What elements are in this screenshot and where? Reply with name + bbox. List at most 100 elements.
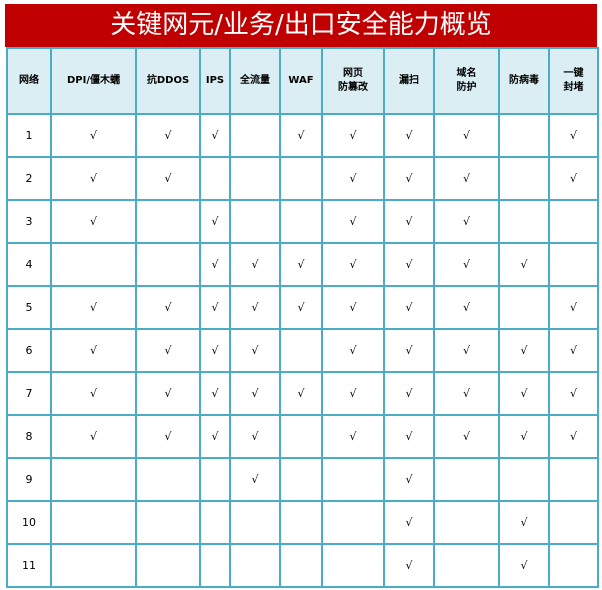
check-cell: √ xyxy=(433,156,500,201)
check-cell xyxy=(199,543,231,588)
check-cell: √ xyxy=(383,156,435,201)
check-cell xyxy=(433,500,500,545)
check-cell: √ xyxy=(548,328,599,373)
check-cell xyxy=(548,543,599,588)
check-cell: √ xyxy=(229,328,281,373)
table-row: 1 √ √ √ √ √ √ √ √ xyxy=(6,113,599,158)
check-cell xyxy=(135,457,201,502)
column-header: DPI/僵木蠕 xyxy=(50,47,137,115)
check-cell: √ xyxy=(279,285,323,330)
check-cell: √ xyxy=(498,242,550,287)
table-row: 4 √ √ √ √ √ √ √ xyxy=(6,242,599,287)
check-cell: √ xyxy=(135,156,201,201)
check-cell: √ xyxy=(199,285,231,330)
table-row: 7 √ √ √ √ √ √ √ √ √ √ xyxy=(6,371,599,416)
check-cell xyxy=(279,457,323,502)
check-cell: √ xyxy=(383,500,435,545)
check-cell: √ xyxy=(135,414,201,459)
check-cell: √ xyxy=(433,199,500,244)
check-cell xyxy=(50,543,137,588)
check-cell: √ xyxy=(50,199,137,244)
check-cell: √ xyxy=(498,371,550,416)
check-cell: √ xyxy=(548,414,599,459)
check-cell: √ xyxy=(229,285,281,330)
network-id-cell: 2 xyxy=(6,156,52,201)
check-cell xyxy=(548,242,599,287)
check-cell: √ xyxy=(383,242,435,287)
check-cell: √ xyxy=(383,113,435,158)
check-cell: √ xyxy=(383,328,435,373)
check-cell: √ xyxy=(199,113,231,158)
check-cell: √ xyxy=(279,242,323,287)
check-cell xyxy=(229,543,281,588)
check-cell: √ xyxy=(383,457,435,502)
check-cell: √ xyxy=(433,285,500,330)
column-header: 防病毒 xyxy=(498,47,550,115)
table-row: 9 √ √ xyxy=(6,457,599,502)
check-cell: √ xyxy=(321,414,385,459)
check-cell: √ xyxy=(279,113,323,158)
check-cell xyxy=(548,199,599,244)
check-cell: √ xyxy=(433,414,500,459)
network-id-cell: 5 xyxy=(6,285,52,330)
column-header: 一键 封堵 xyxy=(548,47,599,115)
capability-table: 网络 DPI/僵木蠕 抗DDOS IPS 全流量 WAF 网页 防篡改 漏扫 域名 防护 防病毒一… xyxy=(6,47,599,588)
check-cell: √ xyxy=(229,457,281,502)
column-header: 网页 防篡改 xyxy=(321,47,385,115)
check-cell: √ xyxy=(50,371,137,416)
page-title: 关键网元/业务/出口安全能力概览 xyxy=(5,4,597,47)
check-cell xyxy=(199,156,231,201)
network-id-cell: 11 xyxy=(6,543,52,588)
check-cell xyxy=(279,500,323,545)
check-cell xyxy=(321,543,385,588)
check-cell xyxy=(548,457,599,502)
network-id-cell: 9 xyxy=(6,457,52,502)
check-cell: √ xyxy=(50,156,137,201)
check-cell: √ xyxy=(383,199,435,244)
check-cell: √ xyxy=(321,113,385,158)
check-cell: √ xyxy=(498,328,550,373)
check-cell xyxy=(433,543,500,588)
check-cell: √ xyxy=(433,113,500,158)
column-header: WAF xyxy=(279,47,323,115)
check-cell: √ xyxy=(50,414,137,459)
header-row: 网络 DPI/僵木蠕 抗DDOS IPS 全流量 WAF 网页 防篡改 漏扫 域名 防护 防病毒一… xyxy=(6,47,599,115)
check-cell xyxy=(279,199,323,244)
table-row: 5 √ √ √ √ √ √ √ √ √ xyxy=(6,285,599,330)
check-cell xyxy=(279,543,323,588)
check-cell: √ xyxy=(383,371,435,416)
table-row: 11 √ √ xyxy=(6,543,599,588)
check-cell: √ xyxy=(50,285,137,330)
table-row: 6 √ √ √ √ √ √ √ √ √ xyxy=(6,328,599,373)
check-cell: √ xyxy=(383,543,435,588)
check-cell: √ xyxy=(548,285,599,330)
check-cell xyxy=(135,543,201,588)
check-cell xyxy=(498,113,550,158)
check-cell: √ xyxy=(279,371,323,416)
check-cell xyxy=(135,199,201,244)
table-row: 2 √ √ √ √ √ √ xyxy=(6,156,599,201)
check-cell: √ xyxy=(229,414,281,459)
check-cell xyxy=(498,199,550,244)
check-cell: √ xyxy=(433,328,500,373)
check-cell: √ xyxy=(50,113,137,158)
check-cell: √ xyxy=(321,328,385,373)
check-cell: √ xyxy=(321,371,385,416)
check-cell: √ xyxy=(548,113,599,158)
check-cell: √ xyxy=(321,242,385,287)
check-cell: √ xyxy=(383,414,435,459)
network-id-cell: 1 xyxy=(6,113,52,158)
check-cell: √ xyxy=(498,543,550,588)
network-id-cell: 6 xyxy=(6,328,52,373)
check-cell xyxy=(229,156,281,201)
check-cell: √ xyxy=(50,328,137,373)
network-id-cell: 10 xyxy=(6,500,52,545)
check-cell: √ xyxy=(321,199,385,244)
check-cell xyxy=(229,500,281,545)
check-cell xyxy=(229,199,281,244)
check-cell: √ xyxy=(199,199,231,244)
column-header: 网络 xyxy=(6,47,52,115)
check-cell: √ xyxy=(135,113,201,158)
check-cell: √ xyxy=(321,156,385,201)
column-header: 全流量 xyxy=(229,47,281,115)
